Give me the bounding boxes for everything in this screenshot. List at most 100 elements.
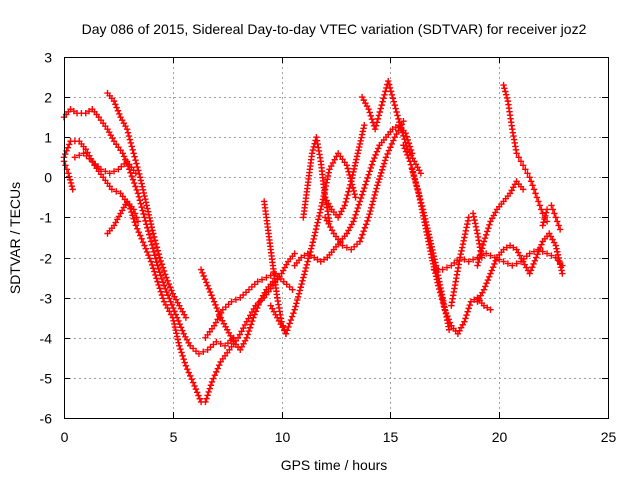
data-point [309, 146, 317, 154]
data-point [311, 254, 318, 261]
data-point [301, 271, 308, 278]
data-point [395, 115, 402, 123]
data-point [295, 290, 303, 297]
data-point [165, 280, 173, 288]
data-point [315, 212, 323, 220]
data-point [113, 188, 120, 195]
data-point [174, 336, 182, 343]
y-axis-label: SDTVAR / TECUs [7, 182, 23, 294]
data-point [348, 178, 355, 185]
data-point [536, 244, 544, 252]
data-point [376, 175, 383, 183]
data-point [136, 197, 144, 204]
data-point [205, 285, 213, 293]
data-point [310, 235, 317, 243]
data-point [554, 248, 561, 255]
y-tick-label: -5 [40, 371, 53, 387]
data-point [304, 258, 311, 265]
data-point [283, 327, 291, 334]
data-point [134, 163, 141, 171]
data-point [164, 277, 171, 285]
data-point [147, 238, 155, 245]
data-point [329, 159, 337, 167]
data-point [279, 324, 286, 331]
data-point [141, 242, 148, 249]
data-point [404, 151, 411, 159]
data-point [519, 162, 527, 169]
data-point [551, 210, 558, 217]
data-point [317, 258, 324, 265]
y-tick-label: -1 [40, 210, 53, 226]
data-point [213, 304, 220, 312]
data-point [307, 245, 315, 252]
data-point [481, 234, 489, 242]
data-point [470, 213, 478, 220]
data-point [401, 145, 408, 152]
data-point [390, 137, 397, 144]
series-track-14 [321, 121, 368, 221]
data-point [212, 301, 219, 309]
data-point [482, 283, 489, 290]
data-point [154, 278, 161, 285]
x-tick-label: 20 [492, 429, 508, 445]
data-point [147, 220, 155, 228]
data-points [60, 77, 566, 406]
data-point [510, 244, 517, 251]
data-point [140, 210, 147, 218]
data-point [132, 222, 140, 229]
data-point [398, 121, 405, 128]
data-point [243, 334, 250, 341]
data-point [139, 238, 147, 246]
data-point [456, 254, 464, 261]
series-track-9 [197, 266, 277, 354]
data-point [145, 251, 152, 259]
data-point [303, 261, 311, 268]
data-point [474, 262, 481, 269]
data-point [217, 340, 224, 347]
data-point [147, 217, 154, 225]
x-tick-label: 10 [275, 429, 291, 445]
data-point [463, 224, 470, 231]
data-point [353, 153, 361, 160]
data-point [445, 316, 452, 323]
data-point [155, 265, 162, 273]
data-point [442, 309, 450, 317]
data-point [156, 285, 163, 292]
axis-ticks: 0 5 10 15 20 25 -6 -5 -4 -3 -2 -1 0 1 2 3 [40, 50, 617, 446]
data-point [130, 206, 137, 213]
data-point [432, 269, 439, 277]
data-point [463, 311, 470, 319]
data-point [388, 140, 396, 148]
data-point [290, 309, 297, 317]
data-point [502, 88, 509, 95]
data-point [238, 328, 245, 335]
data-point [555, 254, 562, 262]
data-point [387, 144, 394, 151]
data-point [395, 127, 402, 135]
x-tick-label: 25 [601, 429, 617, 445]
data-point [405, 154, 412, 162]
data-point [162, 285, 169, 293]
data-point [471, 216, 478, 224]
data-point [240, 324, 247, 332]
data-point [145, 211, 153, 218]
data-point [164, 292, 172, 299]
series-track-16 [321, 117, 407, 253]
data-point [428, 254, 435, 261]
data-point [142, 195, 149, 203]
data-point [173, 330, 180, 337]
data-point [182, 362, 190, 370]
data-point [210, 322, 218, 329]
data-point [487, 252, 494, 259]
data-point [378, 166, 386, 173]
data-point [132, 183, 139, 190]
series-track-11 [267, 150, 359, 337]
data-point [291, 306, 298, 313]
x-axis-label: GPS time / hours [281, 457, 388, 473]
data-point [319, 199, 326, 206]
series-track-24 [539, 202, 564, 233]
data-point [258, 276, 266, 283]
data-point [412, 179, 420, 187]
data-point [381, 91, 388, 99]
data-point [129, 176, 137, 183]
